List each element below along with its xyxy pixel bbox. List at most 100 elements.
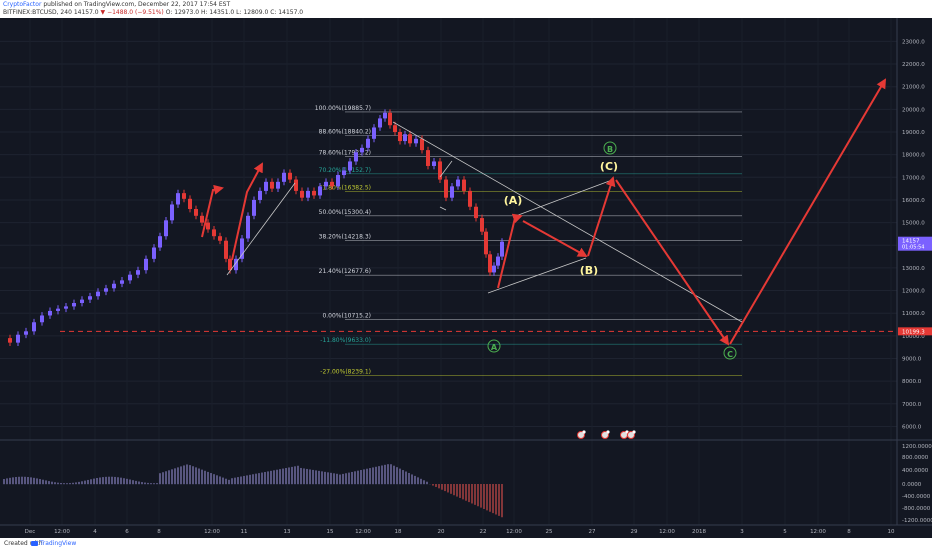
oscillator-bar: [21, 476, 23, 485]
oscillator-bar: [237, 477, 239, 485]
candle-body: [104, 288, 108, 292]
oscillator-bar: [501, 484, 503, 518]
candle-body: [136, 270, 140, 275]
price-tick-label: 21000.0: [902, 85, 925, 91]
symbol-label[interactable]: BITFINEX:BTCUSD, 240: [3, 9, 72, 16]
candle-body: [48, 310, 52, 316]
oscillator-bar: [24, 476, 26, 485]
oscillator-bar: [498, 484, 500, 516]
last-price: 14157.0: [73, 9, 99, 16]
oscillator-bar: [486, 484, 488, 511]
candle-body: [474, 206, 478, 219]
oscillator-bar: [435, 484, 437, 487]
tradingview-brand[interactable]: TradingView: [40, 540, 77, 547]
projection-arrows: [201, 78, 887, 346]
osc-tick-label: -400.0000: [902, 494, 931, 500]
candle-body: [96, 291, 100, 297]
time-tick-label: 12:00: [659, 529, 675, 535]
oscillator-bar: [39, 479, 41, 485]
oscillator-bar: [138, 481, 140, 485]
fib-level-label: 100.00%(19885.7): [315, 105, 371, 112]
oscillator-bar: [399, 468, 401, 485]
oscillator-bar: [357, 470, 359, 485]
arrow-wave-b: [522, 220, 588, 257]
candle-body: [56, 308, 60, 311]
oscillator-bar: [195, 467, 197, 485]
arrow-left-1: [201, 184, 224, 238]
oscillator-bar: [363, 469, 365, 485]
oscillator-bar: [471, 484, 473, 504]
price-tick-label: 20000.0: [902, 107, 925, 113]
trendline: [512, 179, 613, 218]
price-tick-label: 17000.0: [902, 175, 925, 181]
oscillator-bar: [219, 476, 221, 485]
chart-canvas[interactable]: 100.00%(19885.7) 88.60%(18840.2) 78.60%(17…: [0, 0, 932, 538]
oscillator-bar: [243, 475, 245, 485]
wave-label: (B): [580, 264, 598, 277]
oscillator-bar: [150, 483, 152, 485]
candle-body: [366, 138, 370, 148]
osc-tick-label: 800.0000: [902, 455, 929, 461]
candle-body: [294, 179, 298, 191]
candle-body: [218, 236, 222, 241]
oscillator-bar: [315, 470, 317, 485]
time-tick-label: 8: [847, 529, 851, 535]
oscillator-bar: [84, 480, 86, 485]
time-tick-label: 15: [327, 529, 334, 535]
fib-level-label: 50.00%(15300.4): [319, 209, 371, 216]
oscillator-bar: [18, 476, 20, 485]
candle-body: [158, 236, 162, 248]
arrow-rally: [729, 78, 887, 345]
candle-body: [484, 231, 488, 255]
low-value: L: 12809.0: [236, 9, 269, 16]
candle-body: [194, 209, 198, 216]
oscillator-bar: [456, 484, 458, 497]
candle-body: [120, 280, 124, 284]
oscillator-bar: [165, 471, 167, 485]
oscillator-bar: [78, 481, 80, 485]
last-price-tag-value: 14157: [902, 239, 920, 245]
oscillator-bar: [354, 471, 356, 485]
oscillator-bar: [393, 465, 395, 485]
footer: Created with TradingView: [0, 538, 932, 550]
time-tick-label: 12:00: [355, 529, 371, 535]
oscillator-bar: [201, 469, 203, 485]
price-tick-label: 15000.0: [902, 221, 925, 227]
oscillator-bar: [408, 472, 410, 485]
event-icon: [627, 431, 635, 439]
oscillator-bar: [123, 478, 125, 485]
fib-level-label: 88.60%(18840.2): [319, 129, 371, 136]
candle-body: [72, 303, 76, 307]
oscillator-bar: [330, 472, 332, 485]
oscillator-bar: [33, 477, 35, 485]
oscillator-bar: [450, 484, 452, 494]
time-tick-label: 29: [631, 529, 638, 535]
price-tick-label: 11000.0: [902, 311, 925, 317]
oscillator-bar: [111, 476, 113, 485]
candle-body: [80, 299, 84, 304]
oscillator-bar: [276, 469, 278, 485]
candle-body: [88, 296, 92, 300]
candle-body: [398, 132, 402, 142]
oscillator-bar: [327, 472, 329, 485]
oscillator-bar: [177, 467, 179, 485]
oscillator-bar: [162, 472, 164, 485]
candle-body: [206, 222, 210, 230]
oscillator-bar: [114, 476, 116, 485]
candle-body: [393, 125, 397, 132]
price-tick-label: 10000.0: [902, 334, 925, 340]
oscillator-bar: [159, 473, 161, 485]
oscillator-bar: [321, 471, 323, 485]
oscillator-bar: [342, 473, 344, 485]
candle-body: [276, 181, 280, 189]
time-tick-label: 11: [241, 529, 248, 535]
candle-body: [354, 152, 358, 162]
author-link[interactable]: CryptoFactor: [3, 1, 42, 8]
oscillator-bar: [333, 473, 335, 485]
wave-circle: [487, 339, 501, 353]
price-tick-label: 16000.0: [902, 198, 925, 204]
oscillator-bar: [267, 471, 269, 485]
candle-body: [432, 161, 436, 166]
oscillator-bar: [417, 477, 419, 485]
publish-info: published on TradingView.com, December 2…: [43, 1, 231, 8]
